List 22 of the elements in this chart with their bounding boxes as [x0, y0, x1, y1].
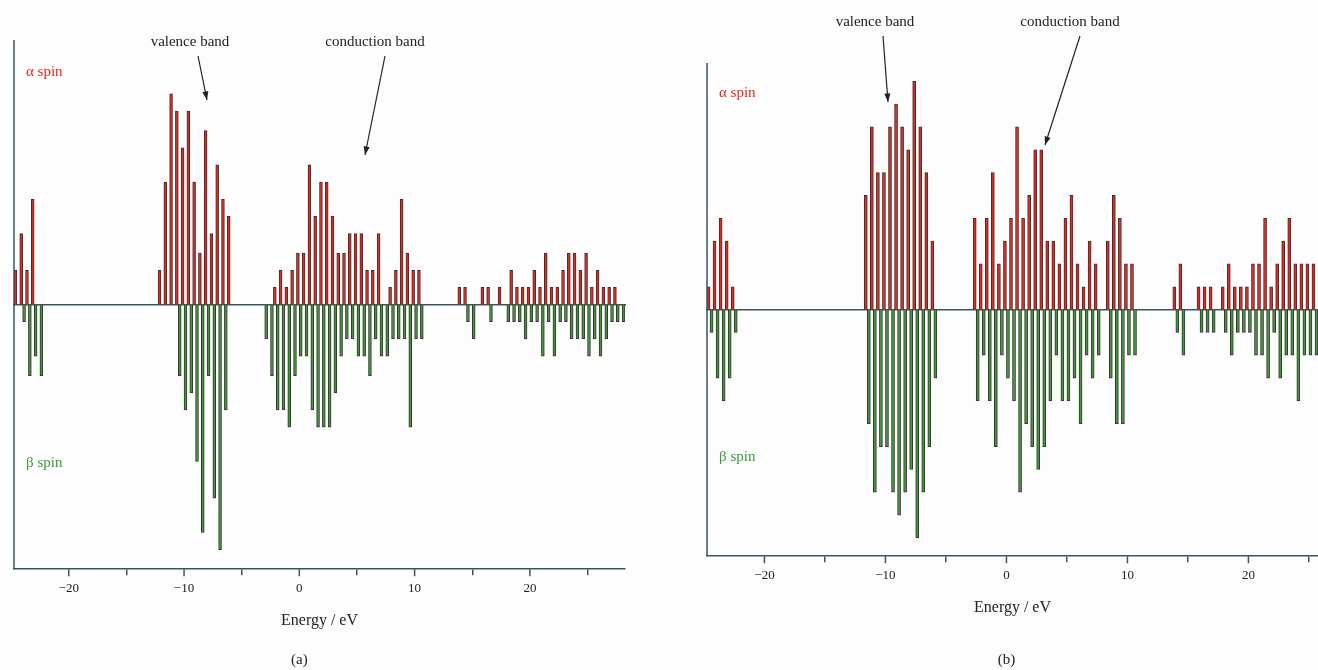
text: β spin [719, 448, 756, 465]
x-tick-label: 0 [1003, 567, 1010, 583]
text: (a) [291, 651, 308, 669]
x-tick-label: 20 [1241, 567, 1255, 583]
x-axis-title: Energy / eV [280, 610, 359, 629]
text: valence band [835, 12, 915, 29]
x-tick-label: −20 [754, 567, 775, 583]
text: α spin [26, 62, 64, 79]
x-tick-label: −10 [173, 580, 195, 596]
text: valence band [150, 32, 230, 49]
x-tick-label: 20 [523, 580, 537, 596]
text: β spin [26, 454, 63, 471]
x-tick-label: 10 [408, 580, 422, 596]
x-tick-label: −10 [875, 567, 896, 583]
text: (b) [997, 651, 1016, 669]
x-tick-label: 0 [296, 580, 303, 596]
text: α spin [719, 83, 757, 100]
text: conduction band [1020, 12, 1121, 29]
x-tick-label: −20 [58, 580, 79, 596]
x-axis-title: Energy / eV [973, 597, 1052, 616]
text: conduction band [325, 32, 426, 49]
x-tick-label: 10 [1120, 567, 1134, 583]
